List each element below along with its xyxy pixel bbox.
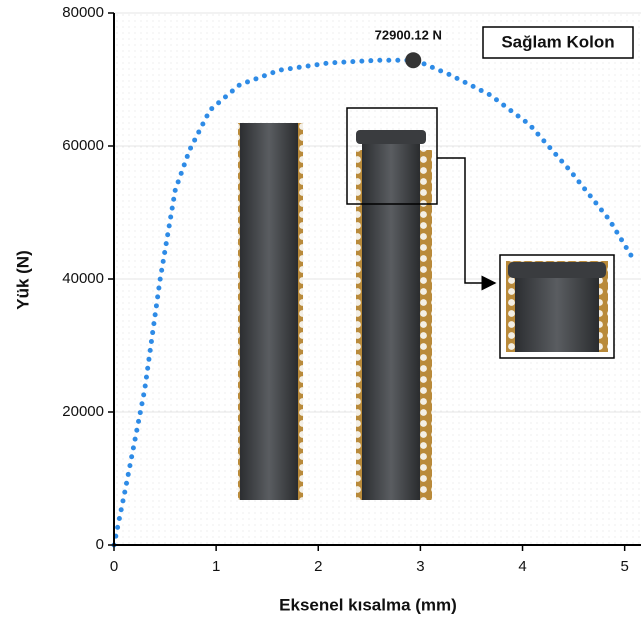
y-tick-label: 0 bbox=[96, 536, 104, 553]
peak-marker bbox=[405, 52, 421, 68]
x-tick-label: 5 bbox=[620, 558, 628, 575]
x-tick-label: 2 bbox=[314, 558, 322, 575]
x-tick-label: 0 bbox=[110, 558, 118, 575]
y-axis-label: Yük (N) bbox=[13, 250, 32, 310]
y-tick-label: 60000 bbox=[62, 137, 104, 154]
x-axis-label: Eksenel kısalma (mm) bbox=[279, 595, 457, 614]
peak-label: 72900.12 N bbox=[375, 28, 442, 43]
x-tick-label: 3 bbox=[416, 558, 424, 575]
y-tick-label: 20000 bbox=[62, 403, 104, 420]
y-tick-label: 40000 bbox=[62, 270, 104, 287]
legend-label: Sağlam Kolon bbox=[501, 32, 614, 51]
y-tick-label: 80000 bbox=[62, 4, 104, 21]
x-tick-label: 1 bbox=[212, 558, 220, 575]
chart: 72900.12 N Eksenel kısalma (mm) Yük (N) … bbox=[0, 0, 641, 626]
x-tick-label: 4 bbox=[518, 558, 526, 575]
